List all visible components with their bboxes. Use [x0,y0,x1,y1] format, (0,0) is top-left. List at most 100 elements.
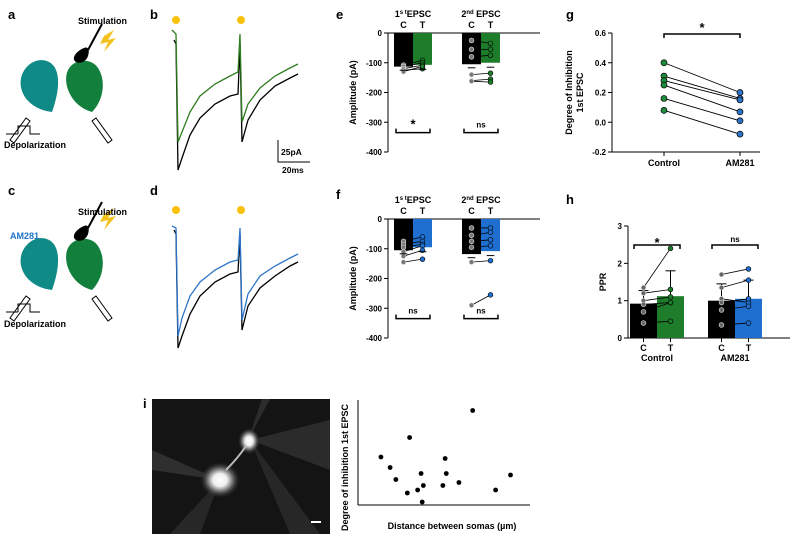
chart-i: Distance between somas (µm) Degree of inh… [340,400,530,531]
y-tick-label: 0 [618,334,623,343]
data-point-treatment [745,320,752,326]
data-point-treatment [419,243,426,249]
left-electrode-c [9,295,31,322]
category-label: T [488,206,494,216]
left-electrode [9,117,31,144]
pair-line [643,296,671,302]
significance-label: * [699,20,705,35]
left-neuron [20,60,59,112]
y-tick-label: -100 [366,245,383,254]
x-tick-label: Control [648,158,680,168]
stim-dot-d-1 [172,206,180,214]
schematic-c: AM281 Stimulation Depolarization [4,201,127,329]
significance-label: ns [476,121,486,130]
category-label: C [718,343,725,353]
data-point [470,408,476,413]
data-point-control [718,307,725,313]
data-point-control [660,106,668,114]
trace-treatment-d [171,225,299,337]
microscopy-image [152,399,330,534]
group-label: AM281 [720,353,749,363]
data-point-control [468,37,475,44]
data-point-treatment [667,299,674,306]
data-point-control [468,232,475,239]
data-point-treatment [487,46,494,53]
pair-line [403,240,423,245]
pair-line [643,248,671,288]
y-tick-label: 1 [618,297,623,306]
bar [394,33,413,67]
bar [394,219,413,251]
data-point-treatment [419,234,426,240]
image-ray [250,440,320,534]
data-point [415,487,421,493]
trace-control-d [173,229,299,349]
lightning-bolt-icon-c [100,208,116,230]
data-point-control [400,244,407,250]
pair-line [403,243,423,248]
data-point-treatment [487,257,494,264]
bar [708,300,735,338]
data-point [443,471,449,476]
data-point-control [660,95,668,102]
traces-b: 25pA 20ms [171,16,310,175]
data-point-treatment [745,296,752,302]
significance-label: * [654,235,660,250]
y-axis-label: Amplitude (pA) [348,60,358,125]
traces-d [171,206,299,349]
panel-label-h: h [566,192,574,207]
left-neuron-c [20,238,59,290]
panel-label-d: d [150,183,158,198]
right-neuron [66,60,103,112]
panel-label-g: g [566,7,574,22]
group-label: Control [641,353,673,363]
data-point-treatment [745,266,752,272]
y-tick-label: 3 [618,222,623,231]
data-point-am281 [736,117,744,125]
data-point-control [468,244,475,250]
category-label: T [668,343,674,353]
data-point [418,471,424,476]
pair-line [721,268,749,275]
data-point-treatment [487,243,494,249]
y-tick-label: 2 [618,259,623,268]
pair-line [663,75,741,99]
significance-label: ns [730,235,740,244]
data-point [378,454,384,460]
pair-line [471,239,491,242]
data-point-treatment [667,294,674,300]
data-point-control [468,302,475,308]
stimulation-label-c: Stimulation [78,207,127,217]
significance-label: ns [476,307,486,316]
data-point-control [400,259,407,265]
data-point-control [640,284,647,291]
data-point-control [468,238,475,245]
data-point [440,483,446,488]
pair-line [663,109,741,135]
data-point-control [660,59,668,67]
significance-bracket [395,314,431,320]
data-point-control [468,78,475,84]
data-point-control [660,81,668,89]
data-point-treatment [487,292,494,298]
bar [413,219,432,248]
data-point-am281 [736,89,744,96]
pair-line [403,258,423,263]
y-tick-label: -400 [366,334,383,343]
pair-line [721,279,749,288]
data-point-treatment [419,63,426,70]
data-point [387,465,393,470]
panel-label-i: i [143,396,147,411]
significance-label: ns [408,307,418,316]
stim-dot-2 [237,16,245,24]
stim-dot-1 [172,16,180,24]
data-point-control [718,284,725,291]
data-point-am281 [736,96,744,104]
depolarization-pulse-icon [17,125,40,135]
pair-line [471,78,491,81]
group-title: 2nd EPSC [461,195,501,205]
neurite [225,445,247,471]
depolarization-label-c: Depolarization [4,319,66,329]
